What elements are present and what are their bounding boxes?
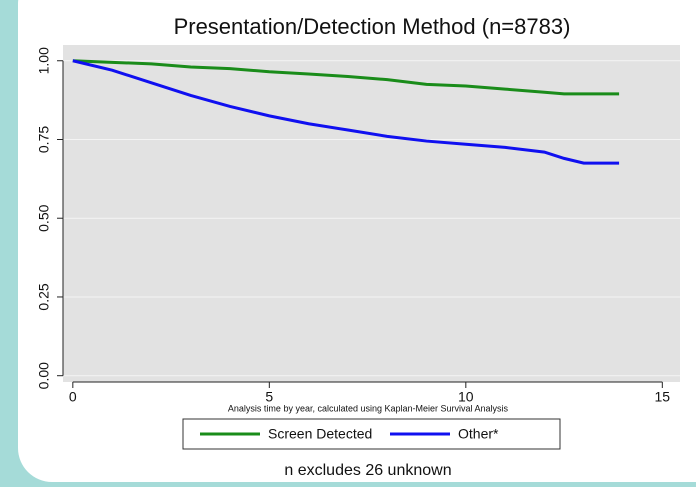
x-tick-label: 15	[655, 389, 671, 405]
legend-label: Screen Detected	[268, 426, 372, 442]
x-axis-label: Analysis time by year, calculated using …	[228, 403, 509, 413]
line-series	[72, 59, 620, 165]
y-tick-label: 0.75	[36, 126, 52, 153]
x-tick-label: 5	[265, 389, 273, 405]
line-series	[72, 59, 620, 96]
x-tick-label: 10	[458, 389, 474, 405]
legend-label: Other*	[458, 426, 499, 442]
y-tick-label: 0.50	[36, 204, 52, 231]
y-tick-label: 0.00	[36, 362, 52, 389]
chart-title: Presentation/Detection Method (n=8783)	[174, 14, 571, 39]
note: n excludes 26 unknown	[284, 462, 451, 479]
y-tick-label: 1.00	[36, 47, 52, 74]
x-tick-label: 0	[69, 389, 77, 405]
plot-area	[63, 45, 680, 382]
y-tick-label: 0.25	[36, 283, 52, 310]
